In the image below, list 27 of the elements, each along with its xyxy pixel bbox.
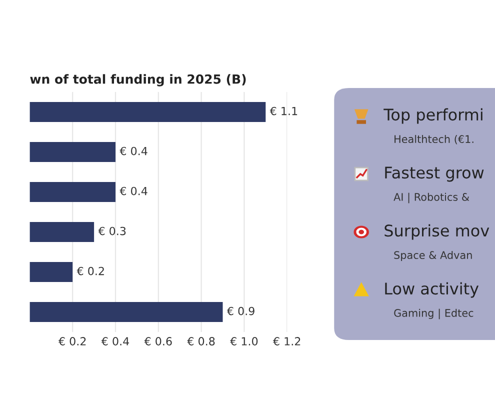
text: Healthtech (€1. (394, 134, 474, 144)
x-tick-label: € 0.2 (58, 337, 86, 346)
bar (30, 302, 223, 322)
data-label: € 0.4 (120, 186, 148, 196)
bar (30, 182, 116, 202)
text: Gaming | Edtec (394, 308, 474, 320)
data-label: € 0.4 (120, 146, 148, 156)
text: Space & Advan (394, 250, 472, 262)
bar (30, 262, 73, 282)
bar (30, 222, 94, 242)
x-tick-label: € 1.0 (230, 337, 258, 346)
text: Surprise mov (384, 224, 490, 240)
chart-title: wn of total funding in 2025 (B) (30, 74, 246, 86)
data-label: € 0.3 (98, 226, 126, 236)
text: AI | Robotics & (394, 192, 470, 204)
data-label: € 0.2 (76, 266, 104, 276)
x-tick-label: € 1.2 (272, 337, 300, 346)
data-label: € 0.9 (226, 306, 254, 316)
text: Fastest grow (385, 166, 484, 182)
x-tick-label: € 0.6 (144, 337, 172, 346)
bar (30, 142, 116, 162)
data-label: € 1.1 (270, 106, 298, 116)
x-tick-label: € 0.8 (187, 337, 215, 346)
text: Low activity (385, 282, 479, 298)
x-tick-label: € 0.4 (101, 337, 130, 346)
bar (30, 102, 266, 122)
text: Top performi (384, 108, 482, 124)
